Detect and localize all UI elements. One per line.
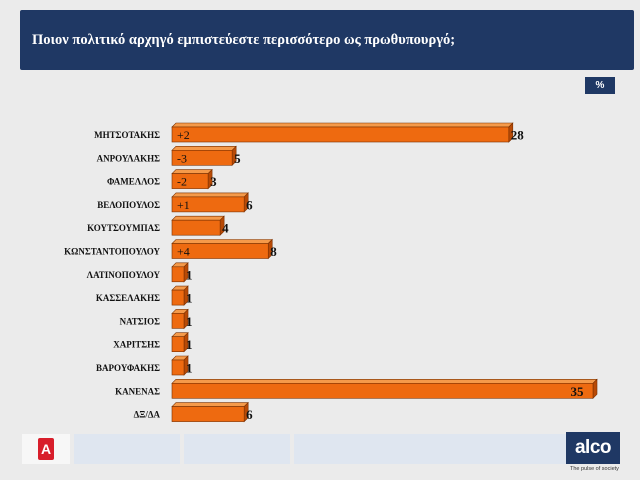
value-label: 28 — [511, 128, 525, 143]
bar-top-face — [171, 146, 237, 151]
bar-top-face — [171, 378, 598, 384]
change-label: +1 — [177, 198, 190, 212]
bar — [171, 196, 245, 213]
value-label: 1 — [186, 361, 193, 376]
change-label: -3 — [177, 151, 187, 165]
footer-bar: A — [22, 434, 620, 464]
alco-logo: alco — [566, 432, 620, 464]
category-label: ΚΩΝΣΤΑΝΤΟΠΟΥΛΟΥ — [64, 247, 160, 257]
horizontal-bar-chart: ΜΗΤΣΟΤΑΚΗΣ 28 +2 ΑΝΡΟΥΛΑΚΗΣ 5 -3 ΦΑΜΕΛΛΟΣ 3 -2 ΒΕ… — [64, 122, 598, 423]
change-label: +4 — [177, 245, 190, 259]
bar-top-face — [171, 169, 213, 174]
category-label: ΚΑΣΣΕΛΑΚΗΣ — [96, 293, 160, 303]
category-label: ΚΑΝΕΝΑΣ — [115, 386, 160, 396]
bar — [171, 382, 594, 399]
change-label: +2 — [177, 128, 190, 142]
value-label: 6 — [246, 407, 253, 422]
category-label: ΛΑΤΙΝΟΠΟΥΛΟΥ — [87, 270, 161, 280]
footer-logo-area: A — [22, 434, 70, 464]
bar — [171, 126, 510, 143]
bar-top-face — [171, 239, 273, 244]
value-label: 5 — [234, 151, 241, 166]
bar — [171, 289, 185, 306]
bar-top-face — [171, 122, 514, 128]
value-label: 3 — [210, 174, 217, 189]
bar — [171, 173, 209, 189]
alco-tagline: The pulse of society — [570, 466, 619, 472]
bar — [171, 243, 269, 259]
footer-segment — [294, 434, 574, 464]
change-label: -2 — [177, 175, 187, 189]
category-label: ΜΗΤΣΟΤΑΚΗΣ — [94, 130, 160, 140]
category-label: ΑΝΡΟΥΛΑΚΗΣ — [97, 153, 161, 163]
bar-top-face — [171, 215, 225, 221]
footer-segment — [184, 434, 290, 464]
question-title: Ποιον πολιτικό αρχηγό εμπιστεύεστε περισ… — [32, 31, 456, 48]
header-banner: Ποιον πολιτικό αρχηγό εμπιστεύεστε περισ… — [20, 10, 634, 70]
percent-unit-badge: % — [585, 77, 615, 94]
bar — [171, 313, 185, 329]
bar — [171, 336, 185, 353]
bar — [171, 406, 245, 422]
value-label: 1 — [186, 314, 193, 329]
value-label: 8 — [270, 244, 277, 259]
category-label: ΦΑΜΕΛΛΟΣ — [107, 177, 160, 187]
value-label: 6 — [246, 197, 253, 212]
value-label: 35 — [571, 384, 585, 399]
category-label: ΝΑΤΣΙΟΣ — [120, 316, 161, 326]
bar-top-face — [171, 192, 249, 198]
bar-top-face — [171, 402, 249, 407]
bar — [171, 219, 221, 236]
value-label: 4 — [222, 221, 229, 236]
category-label: ΒΑΡΟΥΦΑΚΗΣ — [96, 363, 160, 373]
category-label: ΔΞ/ΔΑ — [134, 410, 161, 420]
bar — [171, 266, 185, 283]
value-label: 1 — [186, 267, 193, 282]
bar — [171, 359, 185, 376]
alpha-tv-logo: A — [38, 438, 54, 460]
category-label: ΚΟΥΤΣΟΥΜΠΑΣ — [87, 223, 160, 233]
category-label: ΒΕΛΟΠΟΥΛΟΣ — [97, 200, 160, 210]
footer-segment — [74, 434, 180, 464]
category-label: ΧΑΡΙΤΣΗΣ — [113, 340, 160, 350]
bar — [171, 150, 233, 166]
value-label: 1 — [186, 337, 193, 352]
value-label: 1 — [186, 291, 193, 306]
